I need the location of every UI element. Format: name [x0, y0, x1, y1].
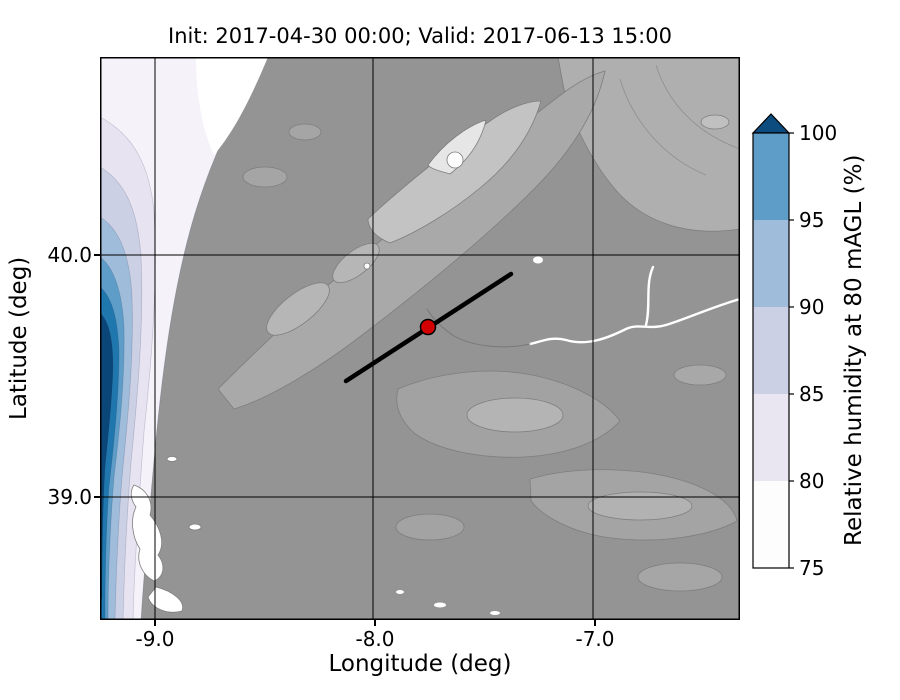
graticule — [100, 57, 740, 620]
x-tick-mark — [154, 620, 156, 626]
colorbar-outline — [752, 132, 790, 569]
colorbar-extend-triangle — [751, 113, 791, 134]
stream — [426, 308, 531, 348]
colorbar-segment-95-100 — [753, 133, 789, 220]
coastal-humidity-bands — [100, 57, 269, 620]
sub75-region — [196, 57, 268, 155]
y-tick-mark — [94, 496, 100, 498]
colorbar-tick-label: 100 — [799, 121, 838, 145]
colorbar-tick-marks — [789, 132, 794, 569]
band-max — [100, 312, 114, 613]
map-svg — [100, 57, 740, 620]
colorbar-tick-label: 90 — [799, 295, 825, 319]
x-axis-label: Longitude (deg) — [328, 651, 512, 677]
colorbar-segment-80-85 — [753, 394, 789, 481]
station-marker — [419, 318, 437, 336]
river-main — [528, 297, 740, 346]
map-plot — [100, 57, 740, 620]
colorbar — [751, 113, 794, 569]
peak-highlight — [446, 151, 464, 169]
colorbar-tick-label: 75 — [799, 556, 825, 580]
plot-border — [100, 57, 740, 620]
terrain-relief — [217, 57, 740, 592]
x-tick-mark — [374, 620, 376, 626]
colorbar-label: Relative humidity at 80 mAGL (%) — [841, 154, 867, 546]
colorbar-segment-90-95 — [753, 220, 789, 307]
colorbar-tick-label: 95 — [799, 208, 825, 232]
colorbar-tick-label: 80 — [799, 469, 825, 493]
x-tick-label: -7.0 — [575, 627, 615, 651]
y-tick-mark — [94, 254, 100, 256]
y-tick-label: 39.0 — [47, 485, 92, 509]
rivers — [396, 256, 740, 615]
colorbar-tick-label: 85 — [799, 382, 825, 406]
x-tick-label: -8.0 — [355, 627, 395, 651]
y-tick-label: 40.0 — [47, 243, 92, 267]
y-axis-label: Latitude (deg) — [6, 256, 32, 421]
river-branch — [644, 265, 655, 327]
x-tick-mark — [594, 620, 596, 626]
x-tick-label: -9.0 — [135, 627, 175, 651]
colorbar-segment-85-90 — [753, 307, 789, 394]
colorbar-segment-75-80 — [753, 481, 789, 568]
plot-title: Init: 2017-04-30 00:00; Valid: 2017-06-1… — [168, 24, 672, 48]
